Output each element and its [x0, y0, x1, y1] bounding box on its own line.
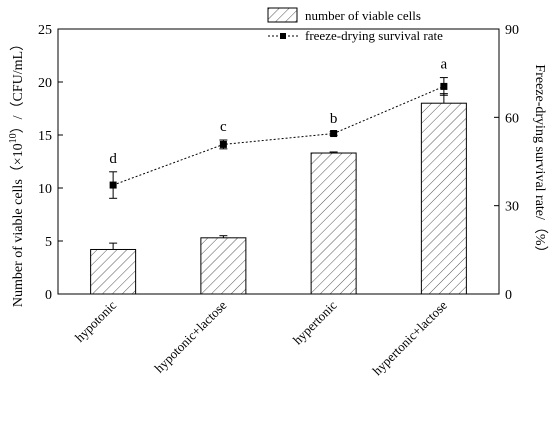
- left-y-axis: 0 5 10 15 20 25: [38, 23, 63, 303]
- left-tick-label: 25: [38, 23, 52, 38]
- left-tick-label: 10: [38, 182, 52, 197]
- x-category-label: hypotonic+lactose: [151, 297, 229, 375]
- survival-rate-point: [440, 82, 448, 90]
- legend-bar-label: number of viable cells: [305, 8, 421, 23]
- left-axis-title-tail: ）/（CFU/mL）: [10, 37, 26, 133]
- viable-cells-bar: [90, 248, 137, 295]
- left-tick-label: 15: [38, 129, 52, 144]
- significance-label: a: [441, 57, 448, 73]
- viable-cells-bar: [200, 237, 247, 295]
- legend-line-label: freeze-drying survival rate: [305, 28, 443, 43]
- right-tick-label: 90: [505, 23, 519, 38]
- significance-label: b: [330, 111, 338, 127]
- survival-line-layer: d c b a: [109, 57, 448, 199]
- left-axis-title-exponent: 10: [8, 133, 19, 143]
- survival-rate-line: [112, 85, 445, 186]
- x-category-label: hypertonic+lactose: [369, 297, 450, 378]
- left-axis-title-main: Number of viable cells（×10: [10, 143, 26, 307]
- survival-rate-point: [219, 140, 227, 148]
- right-tick-label: 30: [505, 200, 519, 215]
- left-axis-title: Number of viable cells（×1010）/（CFU/mL）: [8, 37, 26, 307]
- legend: number of viable cells freeze-drying sur…: [267, 7, 443, 43]
- viable-cells-bar: [420, 102, 467, 295]
- legend-bar-swatch: [267, 7, 298, 23]
- significance-label: d: [109, 151, 117, 167]
- survival-rate-point: [109, 181, 117, 189]
- viable-cells-bar: [310, 152, 357, 295]
- bars-layer: [90, 93, 467, 295]
- left-tick-label: 0: [45, 288, 52, 303]
- x-category-label: hypertonic: [290, 297, 340, 347]
- x-axis: hypotonic hypotonic+lactose hypertonic hype…: [72, 297, 450, 378]
- left-tick-label: 20: [38, 76, 52, 91]
- right-y-axis: 0 30 60 90: [494, 23, 519, 303]
- plot-frame: [57, 28, 500, 295]
- survival-rate-point: [330, 130, 338, 138]
- right-tick-label: 60: [505, 111, 519, 126]
- right-tick-label: 0: [505, 288, 512, 303]
- significance-label: c: [220, 119, 227, 135]
- legend-line-marker: [280, 33, 286, 39]
- left-tick-label: 5: [45, 235, 52, 250]
- right-axis-title: Freeze-drying survival rate/（%）: [532, 64, 548, 259]
- x-category-label: hypotonic: [72, 297, 120, 345]
